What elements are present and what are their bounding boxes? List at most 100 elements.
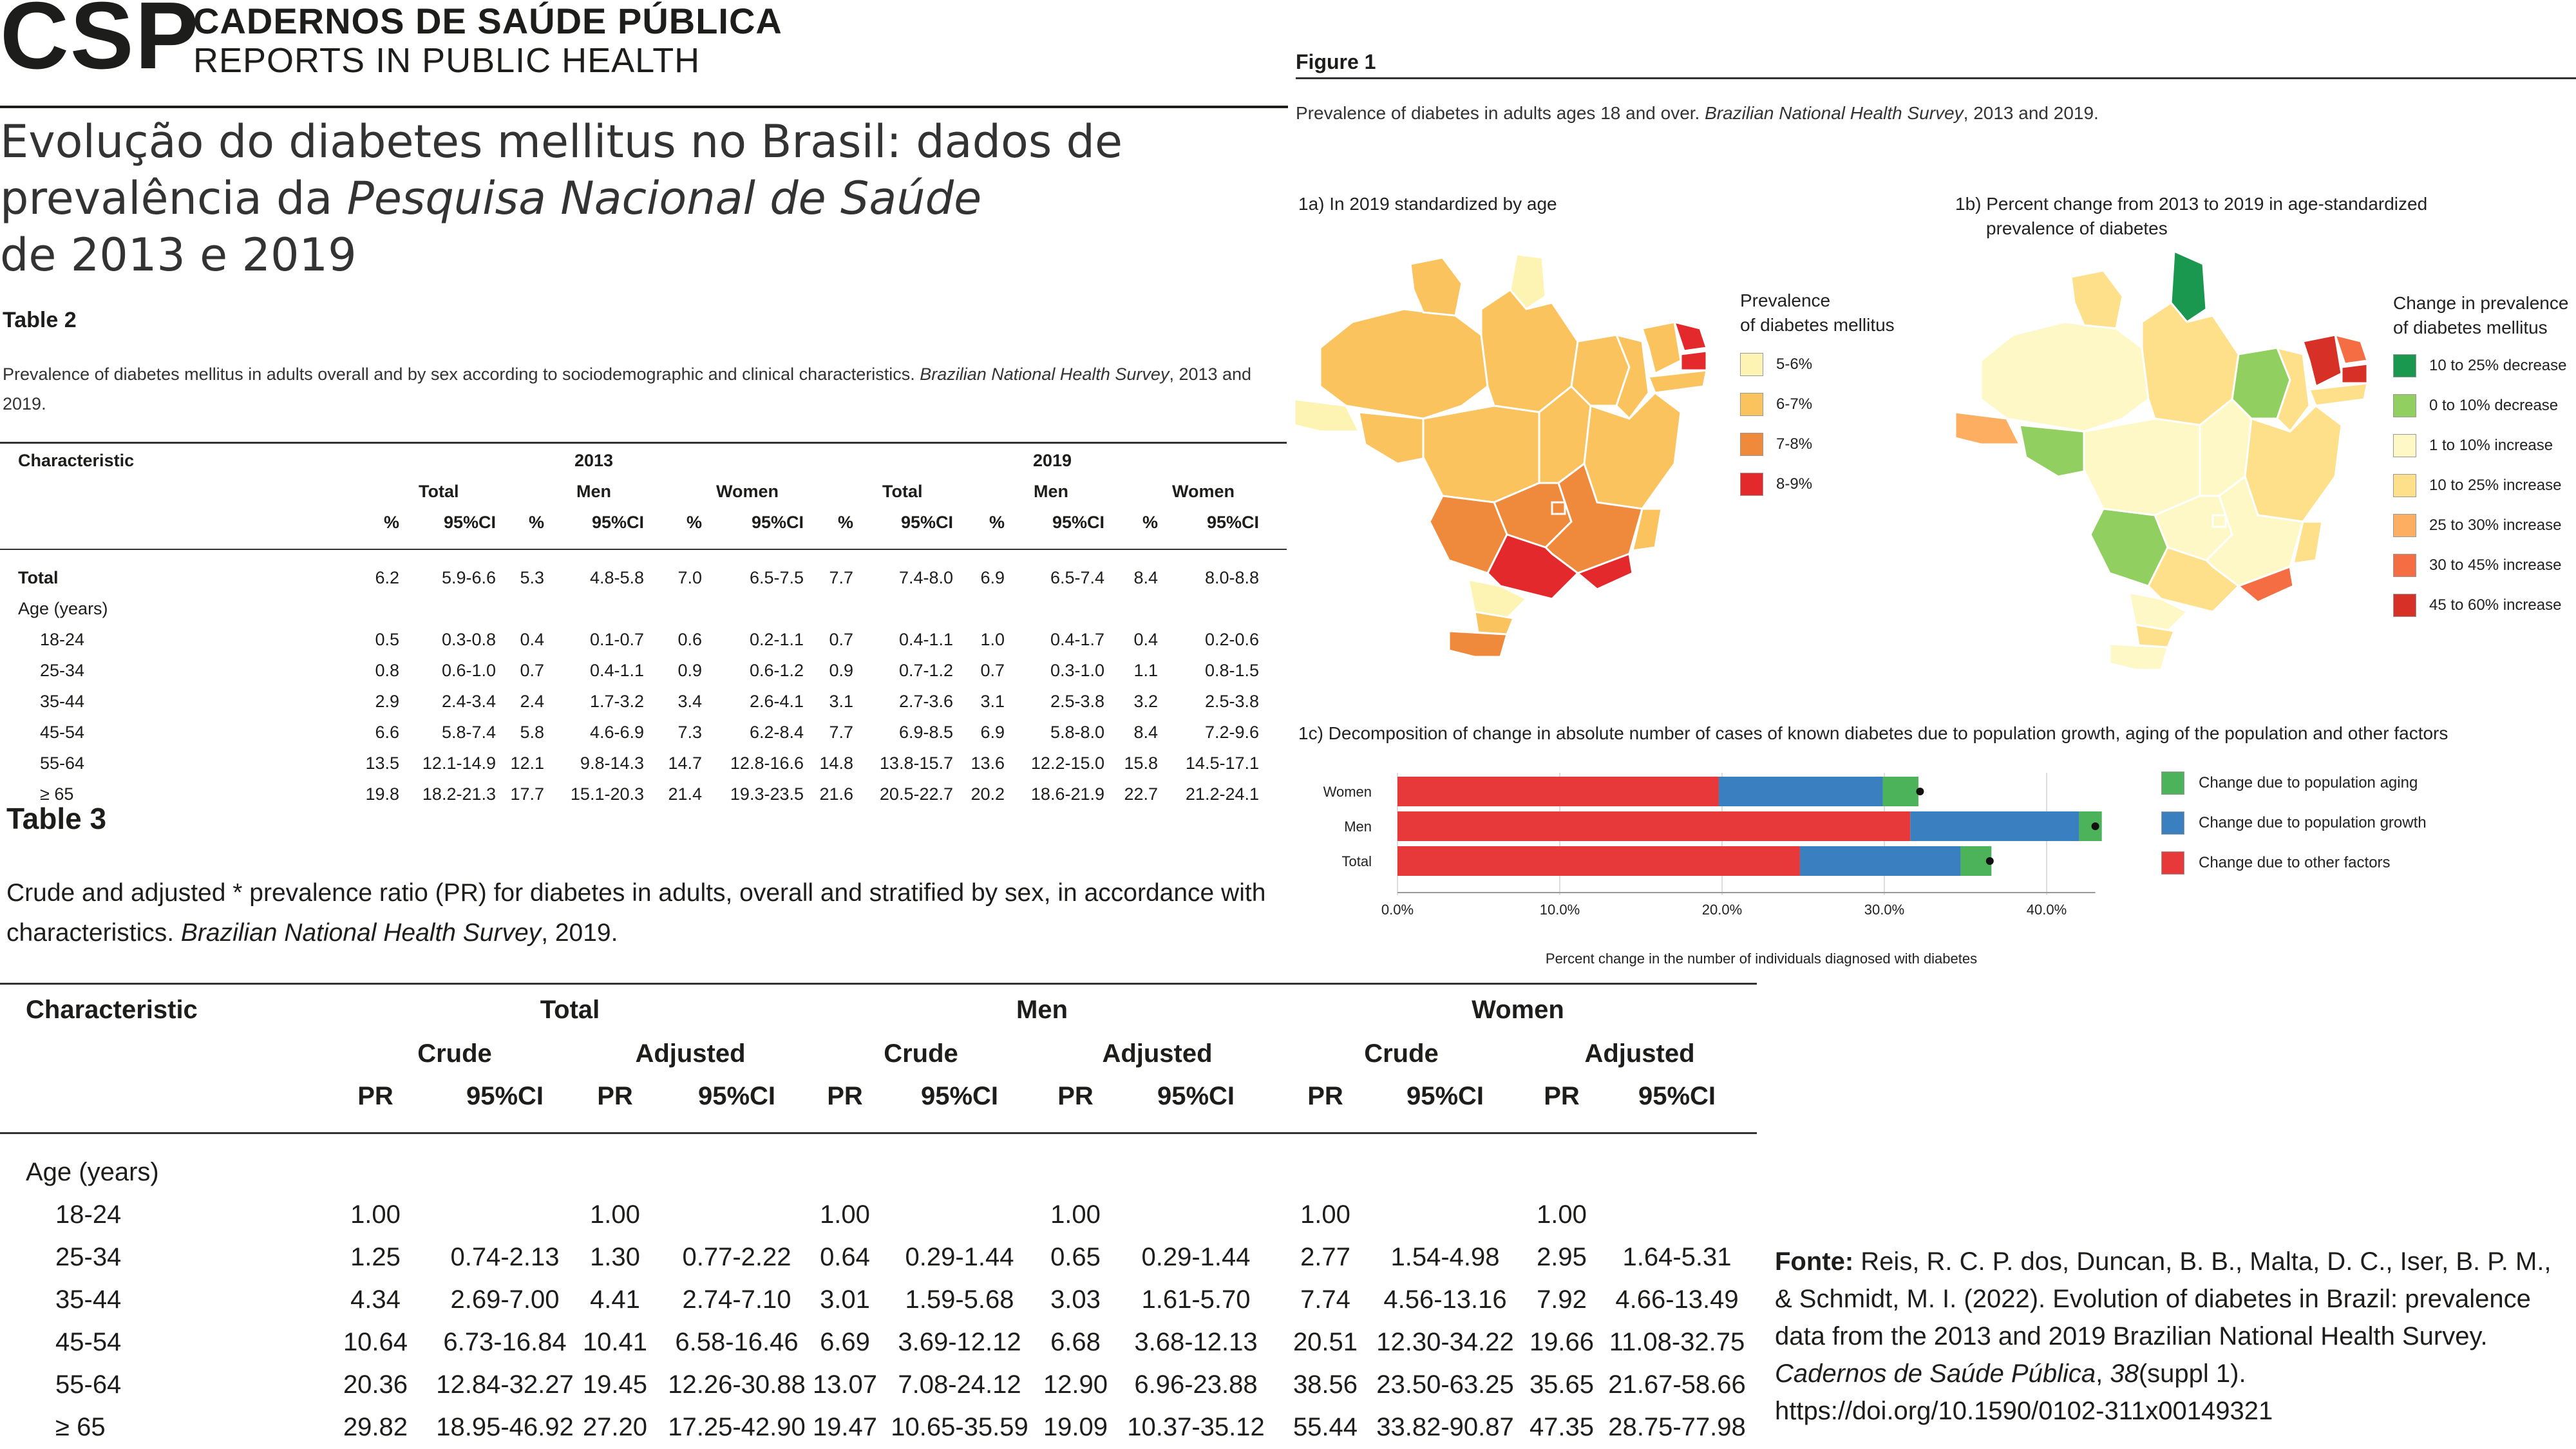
x-axis-label: Percent change in the number of individu…: [1546, 951, 1977, 967]
legend-label: 10 to 25% increase: [2429, 477, 2562, 494]
t3-cell: 38.56: [1293, 1370, 1358, 1399]
t2-cell: 15.8: [1124, 753, 1158, 773]
total-marker: [1916, 788, 1924, 795]
t3-cell: 1.00: [820, 1200, 870, 1229]
t2-cell: 0.4: [520, 630, 544, 649]
legend-swatch: [1740, 433, 1763, 456]
legend-label: 6-7%: [1776, 395, 1813, 413]
t3-cell: 10.65-35.59: [891, 1413, 1028, 1441]
figure1-caption-post: , 2013 and 2019.: [1963, 103, 2099, 123]
t3-cell: 10.64: [343, 1328, 408, 1356]
header-divider: [0, 106, 1288, 108]
t2-cell: 15.1-20.3: [570, 784, 644, 804]
t2-group-header: Women: [716, 482, 779, 501]
t3-cell: 6.69: [820, 1328, 870, 1356]
table3-caption-line1: Crude and adjusted * prevalence ratio (P…: [6, 879, 1266, 907]
t2-sub-pct: %: [383, 513, 399, 532]
t3-cell: 12.90: [1043, 1370, 1108, 1399]
map-a-region-sp: [1486, 533, 1580, 600]
t2-cell: 12.8-16.6: [730, 753, 804, 773]
t2-row-label: 35-44: [40, 692, 85, 711]
t2-cell: 19.8: [365, 784, 399, 804]
t2-sub-pct: %: [528, 513, 544, 532]
t2-sub-pct: %: [989, 513, 1005, 532]
legend-label: 25 to 30% increase: [2429, 516, 2562, 534]
map-b-region-rr: [2070, 269, 2124, 330]
t2-cell: 0.7: [980, 661, 1005, 680]
t3-cell: 18.95-46.92: [436, 1413, 574, 1441]
t3-sub-ci: 95%CI: [1157, 1082, 1235, 1110]
map-a-region-ro: [1358, 411, 1431, 465]
t2-cell: 22.7: [1124, 784, 1158, 804]
category-label: Men: [1344, 819, 1372, 835]
t2-sub-pct: %: [686, 513, 702, 532]
panel-b-title-1: 1b) Percent change from 2013 to 2019 in …: [1955, 194, 2428, 214]
map-a-region-ap: [1509, 253, 1547, 310]
t2-cell: 7.3: [677, 723, 702, 742]
t2-row-label: 18-24: [40, 630, 85, 649]
map-a-region-es: [1631, 507, 1663, 552]
t3-sub-ci: 95%CI: [1638, 1082, 1716, 1110]
t2-cell: 13.6: [971, 753, 1005, 773]
t3-cell: 19.45: [582, 1370, 648, 1399]
t2-sub-ci: 95%CI: [1206, 513, 1259, 532]
t3-cell: 12.30-34.22: [1376, 1328, 1514, 1356]
t3-cell: 4.34: [350, 1285, 401, 1314]
t3-cell: 23.50-63.25: [1376, 1370, 1514, 1399]
t3-cell: 11.08-32.75: [1609, 1328, 1745, 1356]
t2-group-header: Total: [419, 482, 459, 501]
t2-cell: 3.4: [677, 692, 702, 711]
map-b-region-pb: [2340, 363, 2367, 384]
map-a-region-rn: [1672, 320, 1707, 352]
t3-cell: 35.65: [1529, 1370, 1595, 1399]
map-b-region-pr: [2128, 591, 2189, 632]
t2-year-2013: 2013: [574, 451, 614, 470]
t2-row-label: 55-64: [40, 753, 85, 773]
t2-col-characteristic: Characteristic: [18, 451, 135, 470]
article-title-line3: de 2013 e 2019: [0, 229, 357, 281]
t2-cell: 3.1: [980, 692, 1005, 711]
figure1-label: Figure 1: [1296, 50, 1376, 73]
t2-cell: 9.8-14.3: [580, 753, 644, 773]
table3-caption-line2: characteristics. Brazilian National Heal…: [6, 913, 1294, 953]
t2-cell: 18.2-21.3: [422, 784, 496, 804]
source-label: Fonte:: [1775, 1247, 1854, 1276]
bar-segment: [1397, 811, 1911, 841]
legend-swatch: [2161, 811, 2184, 835]
t2-cell: 13.8-15.7: [879, 753, 953, 773]
legend-swatch: [2393, 594, 2416, 617]
map-a-region-rs: [1448, 630, 1508, 657]
t2-cell: 4.8-5.8: [589, 568, 644, 587]
t2-cell: 8.4: [1133, 723, 1158, 742]
t3-subgroup-header: Crude: [1364, 1039, 1439, 1068]
map-b-region-ce: [2302, 334, 2343, 388]
t3-cell: 19.66: [1529, 1328, 1595, 1356]
t3-cell: 4.56-13.16: [1383, 1285, 1507, 1314]
t3-cell: 1.00: [1050, 1200, 1101, 1229]
panel-b-title-2: prevalence of diabetes: [1986, 218, 2168, 238]
t3-cell: 12.84-32.27: [436, 1370, 574, 1399]
category-label: Women: [1323, 784, 1372, 800]
legend-label: 7-8%: [1776, 435, 1813, 453]
article-title-line2: prevalência da Pesquisa Nacional de Saúd…: [0, 170, 1224, 227]
t2-cell: 5.8-7.4: [441, 723, 496, 742]
t2-cell: 3.2: [1133, 692, 1158, 711]
t3-col-characteristic: Characteristic: [26, 996, 198, 1024]
map-a-region-rj: [1576, 552, 1634, 591]
journal-name: CADERNOS DE SAÚDE PÚBLICA: [193, 1, 782, 41]
source-text-3: (suppl 1). https://doi.org/10.1590/0102-…: [1775, 1359, 2273, 1425]
t3-row-label: 45-54: [55, 1328, 122, 1356]
map-a-region-pb: [1680, 350, 1707, 372]
t2-group-header: Total: [882, 482, 923, 501]
t2-cell: 0.2-0.6: [1204, 630, 1259, 649]
x-tick-label: 40.0%: [2027, 902, 2067, 918]
t2-cell: 2.7-3.6: [898, 692, 953, 711]
t2-cell: 14.8: [819, 753, 853, 773]
map-a-region-pe: [1647, 369, 1707, 394]
t3-cell: 3.03: [1050, 1285, 1101, 1314]
t2-cell: 12.2-15.0: [1030, 753, 1104, 773]
map-a-region-rr: [1409, 256, 1463, 317]
t3-subgroup-header: Adjusted: [1102, 1039, 1213, 1068]
t3-cell: 6.68: [1050, 1328, 1101, 1356]
map-a-region-df: [1551, 501, 1566, 515]
